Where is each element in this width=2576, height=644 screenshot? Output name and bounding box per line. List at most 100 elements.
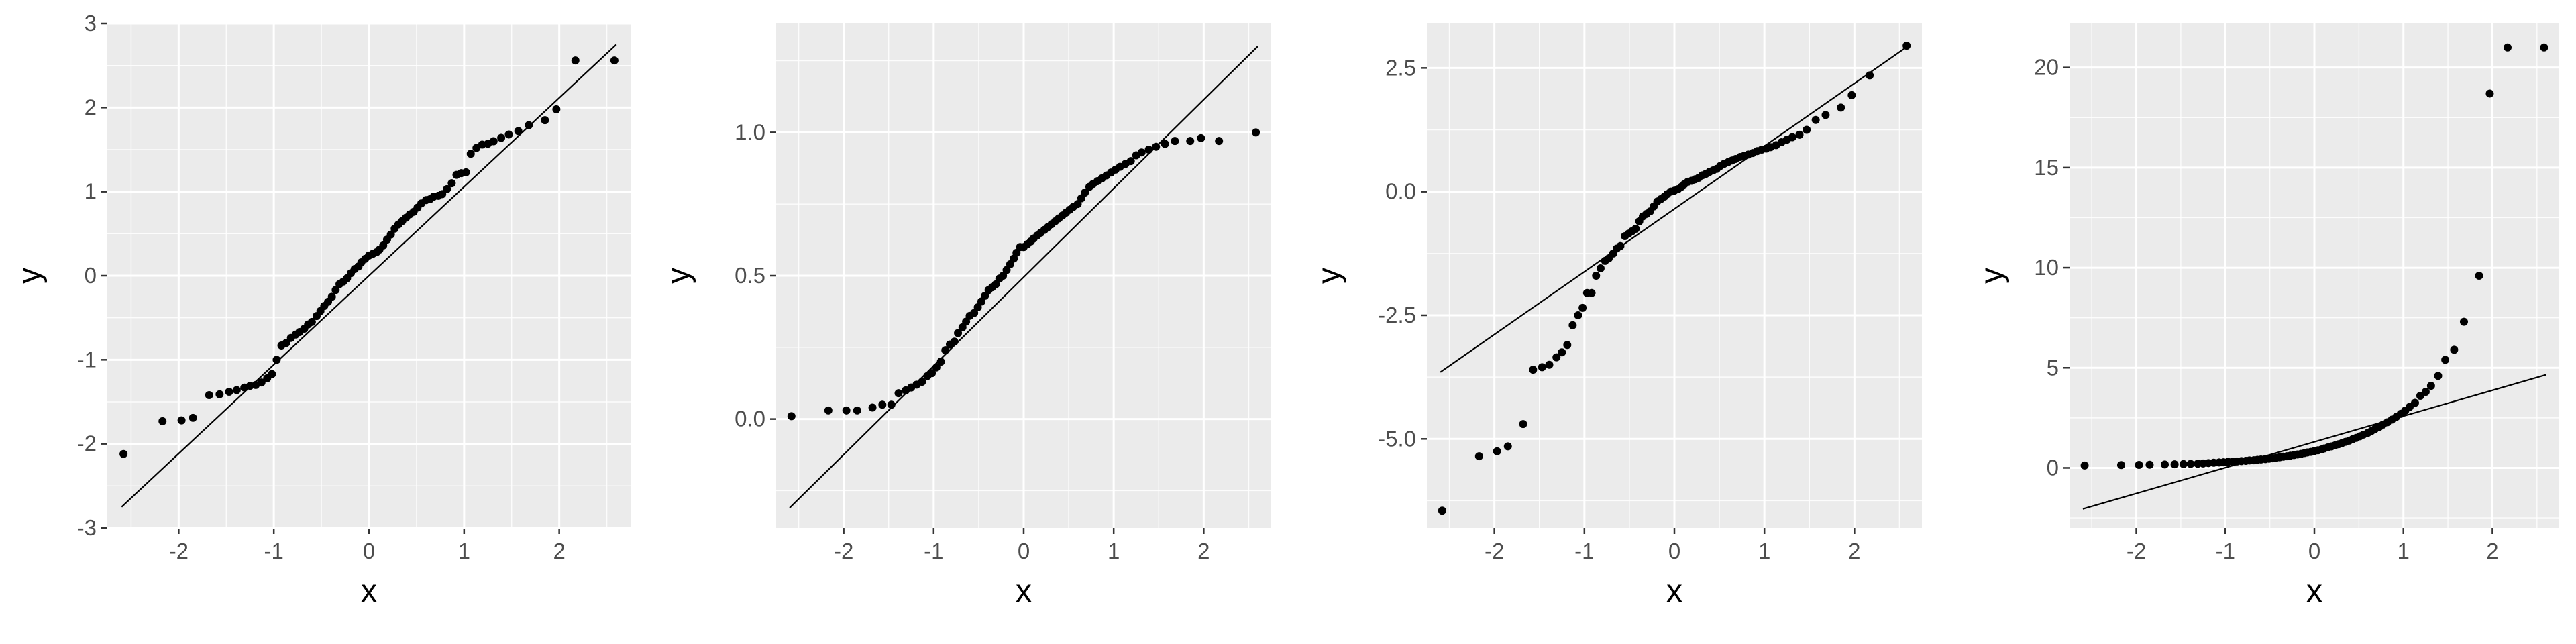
data-point bbox=[1137, 148, 1146, 157]
data-point bbox=[225, 387, 233, 396]
data-point bbox=[2421, 388, 2430, 396]
x-tick-label: -1 bbox=[264, 539, 284, 564]
y-tick-label: 0 bbox=[85, 263, 97, 288]
data-point bbox=[1081, 189, 1089, 197]
data-point bbox=[1568, 321, 1577, 329]
y-tick-label: 0.0 bbox=[735, 407, 765, 431]
data-point bbox=[2426, 382, 2435, 390]
x-tick-label: 1 bbox=[1758, 539, 1770, 564]
data-point bbox=[189, 413, 197, 422]
x-axis-title: x bbox=[2306, 574, 2322, 609]
data-point bbox=[842, 406, 851, 415]
data-point bbox=[1811, 115, 1820, 124]
data-point bbox=[981, 291, 989, 300]
data-point bbox=[1631, 224, 1640, 233]
data-point bbox=[1186, 137, 1195, 146]
data-point bbox=[497, 133, 506, 142]
data-point bbox=[1574, 311, 1582, 319]
data-point bbox=[1006, 260, 1014, 268]
data-point bbox=[386, 230, 395, 239]
data-point bbox=[1866, 71, 1874, 80]
data-point bbox=[443, 184, 451, 193]
reference-line bbox=[2082, 374, 2546, 510]
data-point bbox=[954, 329, 963, 337]
qq-panel-3: -2 -1 0 1 2 -5.0 -2.5 0.0 2.5 x y bbox=[1311, 23, 1922, 609]
data-point bbox=[1161, 140, 1169, 148]
qq-panel-2: -2 -1 0 1 2 0.0 0.5 1.0 x y bbox=[661, 23, 1271, 609]
data-point bbox=[928, 369, 936, 378]
data-point bbox=[177, 416, 186, 425]
data-point bbox=[950, 337, 959, 346]
data-point bbox=[466, 150, 475, 158]
y-axis-title: y bbox=[661, 268, 696, 284]
y-tick-label: 0 bbox=[2047, 455, 2059, 480]
data-point bbox=[2161, 460, 2169, 469]
data-point bbox=[2116, 461, 2125, 470]
data-point bbox=[2145, 460, 2154, 469]
y-tick-label: -2 bbox=[77, 431, 97, 456]
x-tick-label: 2 bbox=[1848, 539, 1860, 564]
data-point bbox=[2485, 89, 2494, 98]
y-axis-title: y bbox=[1311, 268, 1347, 284]
data-point bbox=[1503, 442, 1512, 451]
y-tick-label: 2 bbox=[85, 95, 97, 119]
y-tick-label: 2.5 bbox=[1385, 55, 1416, 80]
data-point bbox=[941, 346, 950, 355]
data-point bbox=[962, 317, 971, 326]
data-point bbox=[215, 390, 224, 398]
data-point bbox=[1616, 241, 1625, 250]
data-point bbox=[1474, 452, 1483, 461]
data-point bbox=[894, 389, 903, 398]
data-point bbox=[462, 168, 470, 176]
data-point bbox=[2170, 460, 2179, 469]
data-point bbox=[1002, 266, 1011, 274]
data-point bbox=[504, 130, 513, 139]
y-tick-label: 1 bbox=[85, 179, 97, 204]
data-point bbox=[447, 179, 456, 188]
data-point bbox=[932, 363, 941, 372]
x-axis-title: x bbox=[361, 574, 377, 609]
data-point bbox=[973, 303, 982, 311]
x-tick-label: 2 bbox=[553, 539, 565, 564]
x-tick-label: 1 bbox=[1108, 539, 1120, 564]
data-point bbox=[2441, 356, 2450, 364]
data-point bbox=[977, 297, 985, 306]
data-point bbox=[2186, 460, 2195, 468]
data-point bbox=[1171, 137, 1179, 146]
x-tick-label: 2 bbox=[2486, 539, 2498, 564]
data-point bbox=[1902, 42, 1911, 50]
data-point bbox=[1558, 348, 1566, 357]
data-point bbox=[1126, 157, 1135, 166]
data-point bbox=[1545, 360, 1554, 369]
y-tick-label: 3 bbox=[85, 11, 97, 36]
data-point bbox=[1438, 506, 1446, 515]
data-point bbox=[438, 190, 447, 199]
data-point bbox=[936, 358, 945, 366]
data-point bbox=[1073, 200, 1082, 209]
data-point bbox=[2080, 461, 2089, 470]
data-point bbox=[1077, 194, 1085, 203]
data-point bbox=[2410, 398, 2419, 407]
y-tick-label: 1.0 bbox=[735, 119, 765, 144]
x-axis-title: x bbox=[1666, 574, 1682, 609]
data-point bbox=[918, 378, 926, 386]
data-point bbox=[525, 121, 533, 129]
x-tick-label: 0 bbox=[2308, 539, 2320, 564]
data-point bbox=[331, 286, 340, 294]
data-point bbox=[327, 292, 336, 301]
x-tick-label: 0 bbox=[1018, 539, 1030, 564]
data-point bbox=[1578, 303, 1587, 312]
x-tick-label: -2 bbox=[169, 539, 189, 564]
data-point bbox=[552, 105, 561, 113]
data-point bbox=[853, 406, 861, 415]
x-tick-label: 1 bbox=[2398, 539, 2410, 564]
x-tick-label: -2 bbox=[1485, 539, 1504, 564]
data-point bbox=[1538, 363, 1546, 372]
data-point bbox=[268, 370, 276, 378]
y-tick-label: 0.0 bbox=[1385, 179, 1416, 204]
data-point bbox=[887, 400, 896, 409]
x-tick-label: -2 bbox=[2127, 539, 2146, 564]
data-point bbox=[2540, 43, 2548, 52]
